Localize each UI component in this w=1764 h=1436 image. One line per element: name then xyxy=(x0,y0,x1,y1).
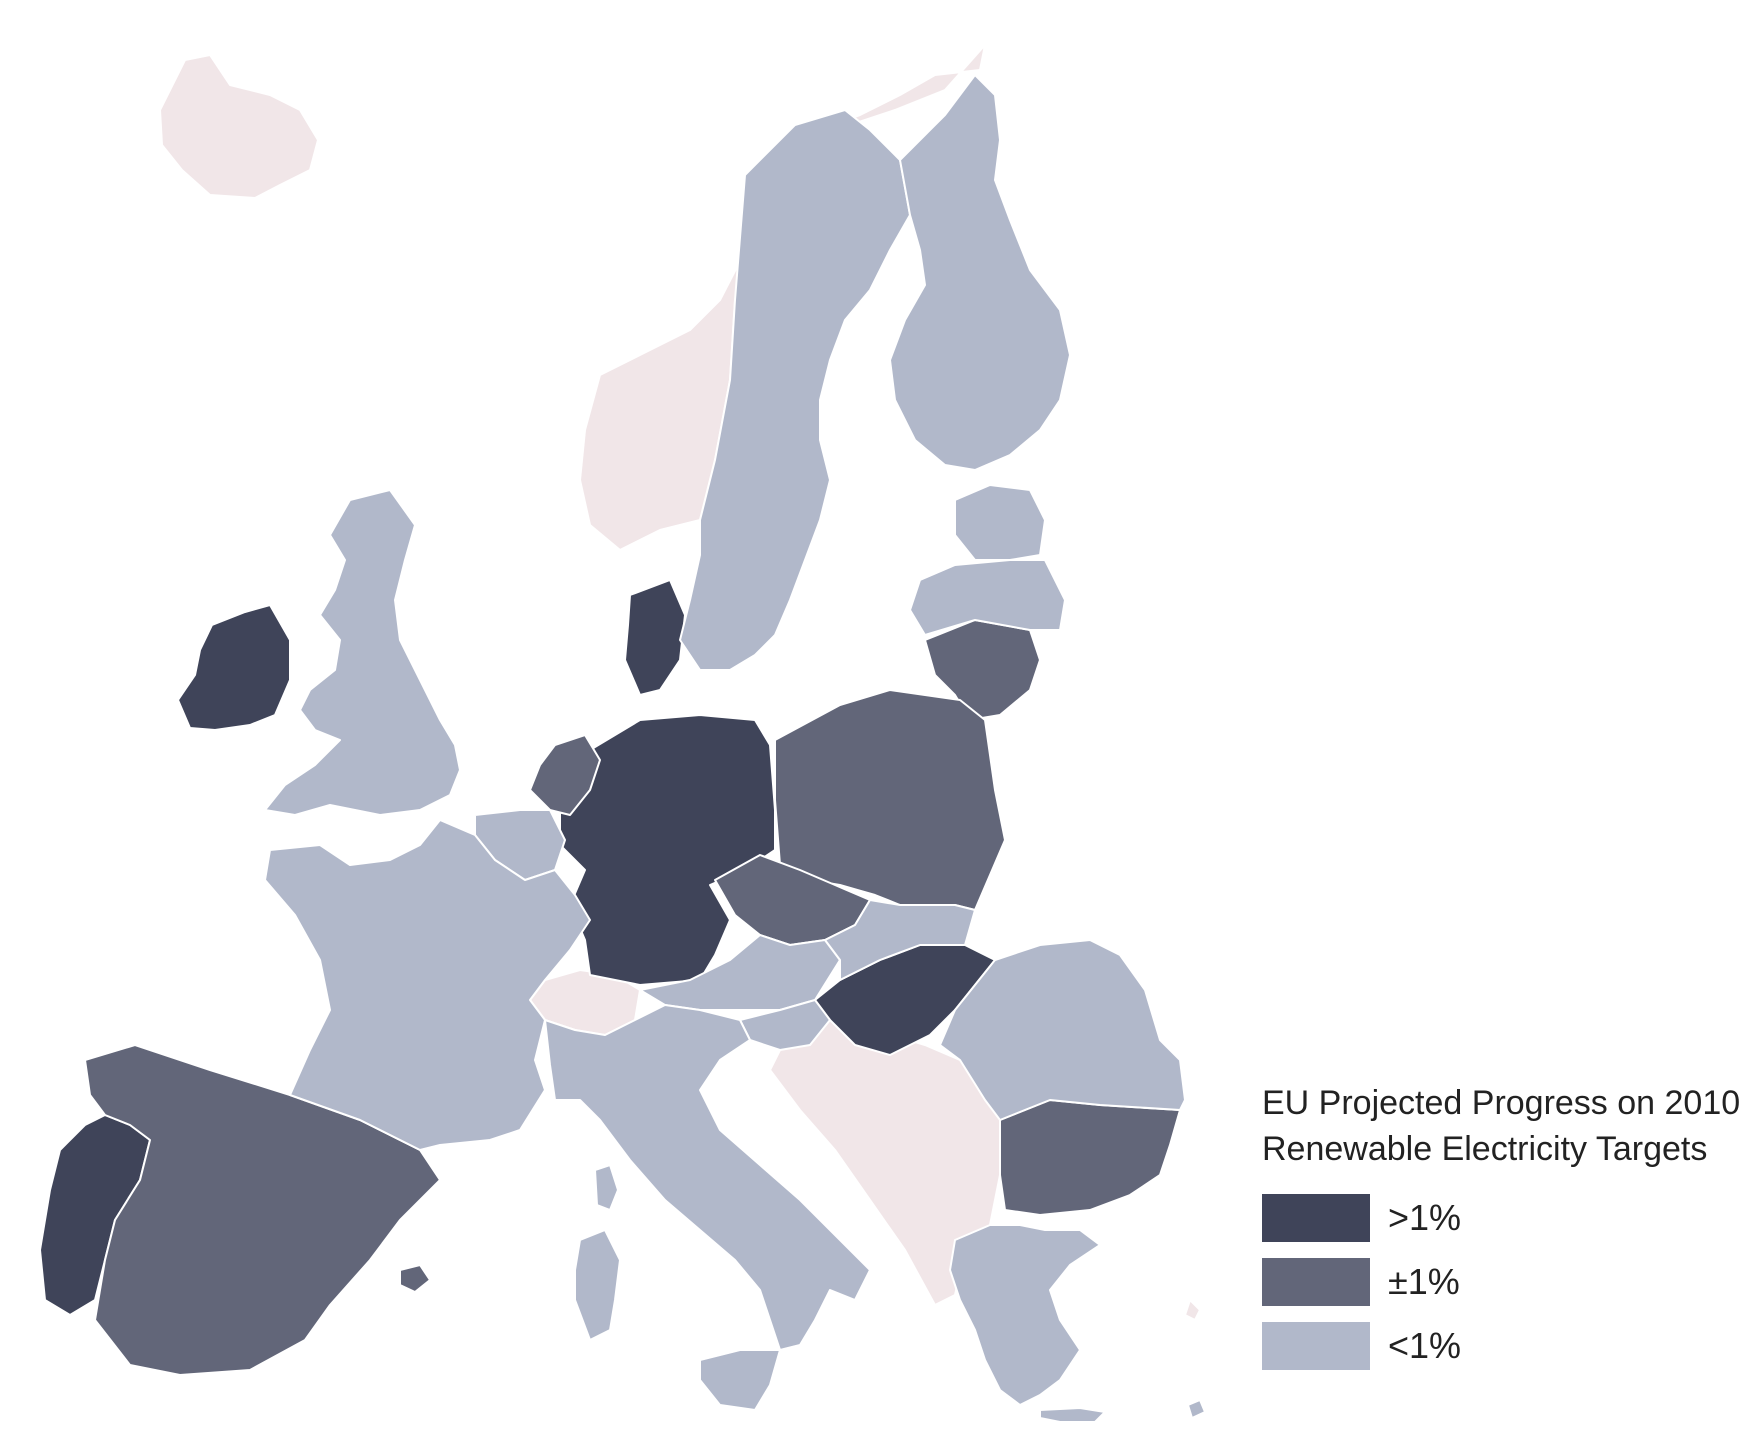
france-region xyxy=(264,819,591,1151)
northern-africa-strip xyxy=(1184,1299,1201,1321)
legend-swatch-pm1 xyxy=(1262,1258,1370,1306)
bulgaria-region xyxy=(999,1099,1181,1216)
romania-region xyxy=(939,939,1186,1121)
estonia-region xyxy=(954,484,1046,561)
slovenia-region xyxy=(739,999,831,1051)
italy-region xyxy=(544,1004,871,1351)
crete-region xyxy=(1039,1407,1106,1423)
legend-title: EU Projected Progress on 2010 Renewable … xyxy=(1262,1084,1741,1168)
finland-region xyxy=(889,74,1071,471)
balearic-region xyxy=(399,1264,431,1293)
ireland-region xyxy=(177,604,291,731)
sicily-region xyxy=(699,1349,781,1411)
latvia-region xyxy=(909,559,1066,636)
sardinia-region xyxy=(574,1229,621,1341)
corsica-region xyxy=(594,1164,619,1211)
legend-label-gt1: >1% xyxy=(1388,1197,1462,1238)
legend-item-lt1: <1% xyxy=(1262,1322,1742,1370)
greece-region xyxy=(949,1224,1101,1406)
denmark-region xyxy=(624,579,686,696)
legend-item-gt1: >1% xyxy=(1262,1194,1742,1242)
great-britain-region xyxy=(264,489,461,816)
legend-label-pm1: ±1% xyxy=(1388,1261,1460,1302)
legend: EU Projected Progress on 2010 Renewable … xyxy=(1262,1080,1742,1386)
legend-swatch-lt1 xyxy=(1262,1322,1370,1370)
legend-swatch-gt1 xyxy=(1262,1194,1370,1242)
slovakia-region xyxy=(824,899,976,981)
legend-item-pm1: ±1% xyxy=(1262,1258,1742,1306)
cyprus-region xyxy=(1187,1399,1206,1419)
iceland-region xyxy=(159,54,319,199)
legend-label-lt1: <1% xyxy=(1388,1325,1462,1366)
germany-region xyxy=(559,714,776,986)
netherlands-region xyxy=(529,734,601,816)
